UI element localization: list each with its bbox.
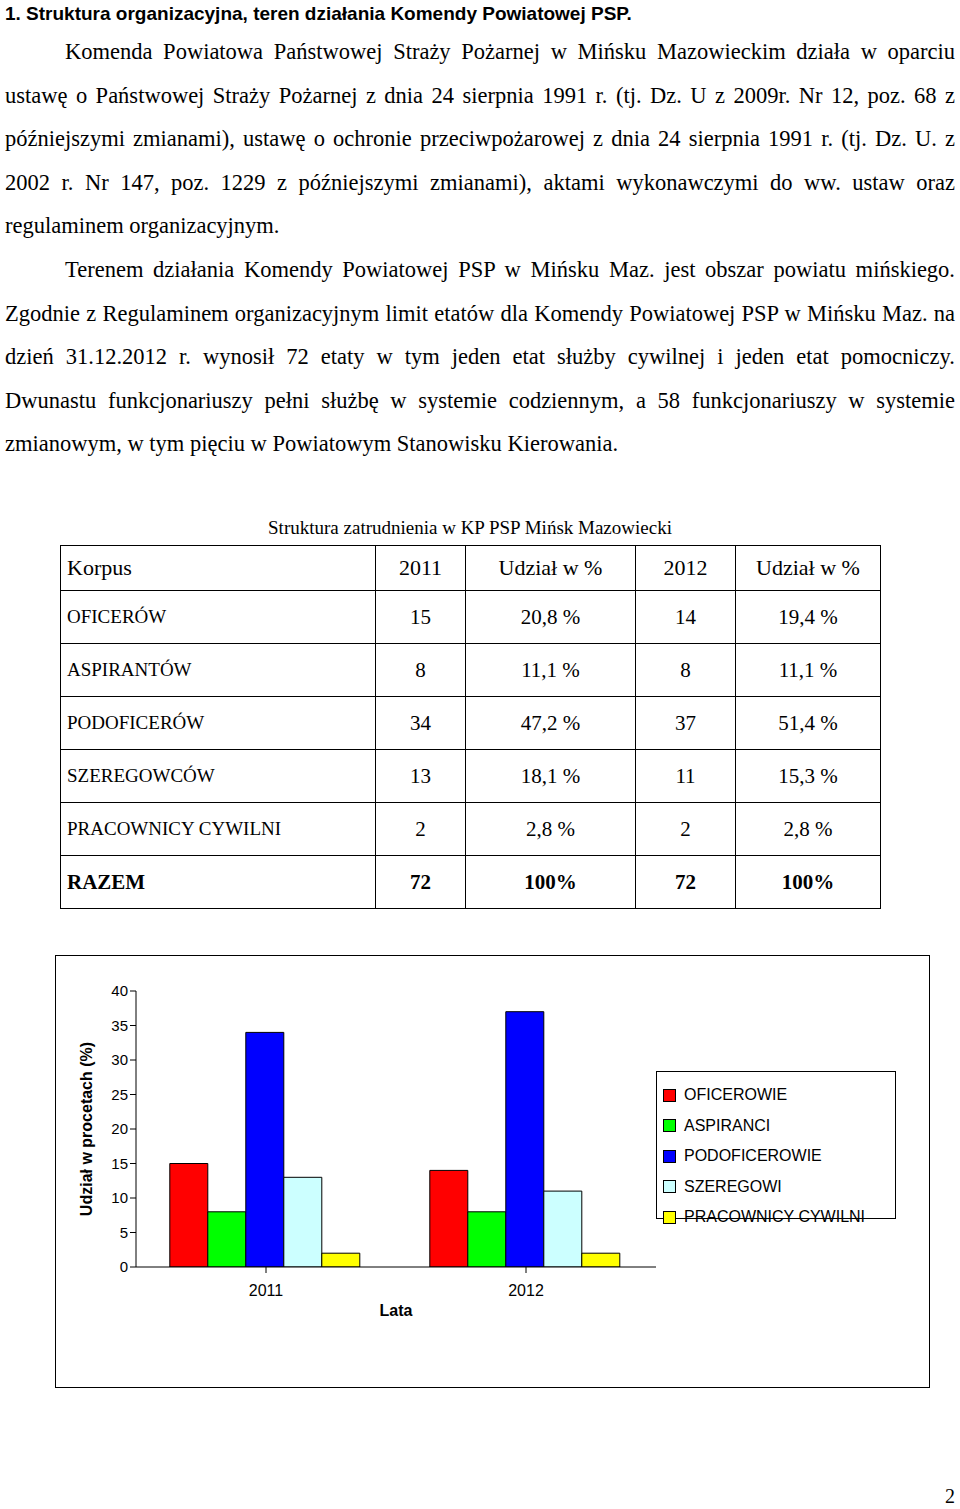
svg-text:0: 0 [120,1258,128,1275]
html-text:PRACOWNICY CYWILNI: PRACOWNICY CYWILNI [684,1208,866,1226]
html-text:11: 11 [675,763,696,788]
svg-text:35: 35 [111,1017,128,1034]
html-text:11,1 %: 11,1 % [778,657,838,682]
html-text:8: 8 [415,657,426,682]
html-text:100%: 100% [781,869,835,894]
html-text:72: 72 [675,869,696,894]
svg-text:2012: 2012 [508,1282,544,1299]
html-text:51,4 %: 51,4 % [778,710,838,735]
svg-text:15: 15 [111,1155,128,1172]
html-text:2012: 2012 [663,555,708,580]
html-text:PRACOWNICY CYWILNI: PRACOWNICY CYWILNI [67,818,282,839]
html-text:47,2 %: 47,2 % [520,710,581,735]
html-text:OFICEROWIE: OFICEROWIE [684,1086,788,1104]
html-text:34: 34 [410,710,431,735]
html-text:Udział w %: Udział w % [756,555,860,580]
html-text:PODOFICERÓW: PODOFICERÓW [67,712,205,733]
html-text:RAZEM: RAZEM [67,869,146,894]
html-text:2: 2 [415,816,426,841]
html-text:2,8 %: 2,8 % [526,816,575,841]
svg-text:30: 30 [111,1051,128,1068]
html-text:15: 15 [410,604,431,629]
html-text:72: 72 [410,869,431,894]
html-text:20,8 %: 20,8 % [520,604,581,629]
html-text:OFICERÓW: OFICERÓW [67,606,167,627]
html-text:1. Struktura organizacyjna, te: 1. Struktura organizacyjna, teren działa… [5,3,632,24]
html-text:SZEREGOWCÓW: SZEREGOWCÓW [67,765,215,786]
html-text:Komenda Powiatowa Państwowej S: Komenda Powiatowa Państwowej Straży Poża… [5,39,955,239]
svg-text:5: 5 [120,1224,128,1241]
svg-text:Udział w procetach (%): Udział w procetach (%) [78,1042,95,1216]
html-text:Udział w %: Udział w % [498,555,603,580]
html-text:PODOFICEROWIE: PODOFICEROWIE [684,1147,822,1165]
svg-text:40: 40 [111,982,128,999]
svg-text:25: 25 [111,1086,128,1103]
html-text:14: 14 [675,604,696,629]
html-text:SZEREGOWI: SZEREGOWI [684,1177,782,1195]
html-text:2: 2 [945,1485,955,1507]
html-text:18,1 %: 18,1 % [520,763,581,788]
html-text:ASPIRANTÓW: ASPIRANTÓW [67,659,192,680]
html-text:15,3 %: 15,3 % [778,763,838,788]
html-text:8: 8 [680,657,691,682]
html-text:19,4 %: 19,4 % [778,604,838,629]
html-text:100%: 100% [524,869,577,894]
html-text:2011: 2011 [398,555,443,580]
html-text:11,1 %: 11,1 % [521,657,580,682]
html-text:2: 2 [680,816,691,841]
svg-text:10: 10 [111,1189,128,1206]
html-text:Terenem działania Komendy Powi: Terenem działania Komendy Powiatowej PSP… [5,257,955,457]
svg-text:Lata: Lata [380,1302,413,1316]
svg-text:20: 20 [111,1120,128,1137]
html-text:37: 37 [675,710,696,735]
html-text:ASPIRANCI: ASPIRANCI [684,1116,771,1134]
svg-text:2011: 2011 [249,1282,284,1299]
html-text:2,8 %: 2,8 % [783,816,833,841]
html-text:Struktura zatrudnienia w KP PS: Struktura zatrudnienia w KP PSP Mińsk Ma… [268,517,672,538]
html-text:Korpus: Korpus [67,555,132,580]
html-text:13: 13 [410,763,431,788]
